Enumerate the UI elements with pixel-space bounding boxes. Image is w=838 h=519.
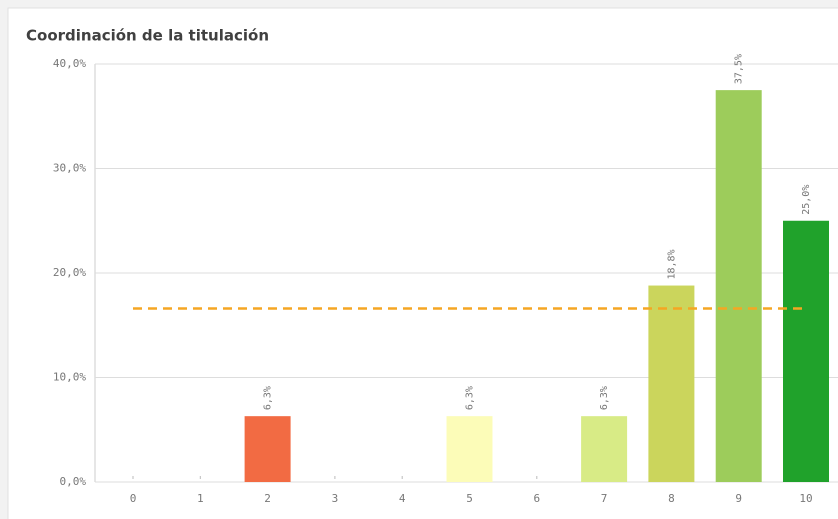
x-tick-label: 9 <box>735 492 742 505</box>
bar <box>581 416 628 482</box>
y-tick-label: 40,0% <box>53 57 86 70</box>
x-tick-label: 0 <box>130 492 137 505</box>
bar <box>648 285 695 482</box>
bar <box>715 90 762 482</box>
y-tick-label: 30,0% <box>53 162 86 175</box>
x-tick-label: 5 <box>466 492 473 505</box>
x-tick-label: 8 <box>668 492 675 505</box>
x-tick-label: 10 <box>799 492 812 505</box>
y-tick-label: 0,0% <box>60 475 87 488</box>
value-label: 37,5% <box>734 54 745 84</box>
x-tick-label: 7 <box>601 492 608 505</box>
bar <box>446 416 493 482</box>
y-tick-label: 20,0% <box>53 266 86 279</box>
value-label: 6,3% <box>465 386 476 410</box>
x-tick-label: 1 <box>197 492 204 505</box>
bar <box>244 416 291 482</box>
value-label: 25,0% <box>801 185 812 215</box>
chart-title: Coordinación de la titulación <box>26 27 269 45</box>
value-label: 18,8% <box>666 249 677 279</box>
value-label: 6,3% <box>599 386 610 410</box>
value-label: 6,3% <box>263 386 274 410</box>
x-tick-label: 2 <box>264 492 271 505</box>
x-tick-label: 4 <box>399 492 406 505</box>
y-tick-label: 10,0% <box>53 371 86 384</box>
x-tick-label: 3 <box>332 492 339 505</box>
x-tick-label: 6 <box>533 492 540 505</box>
card <box>7 7 838 519</box>
bar <box>783 220 829 482</box>
